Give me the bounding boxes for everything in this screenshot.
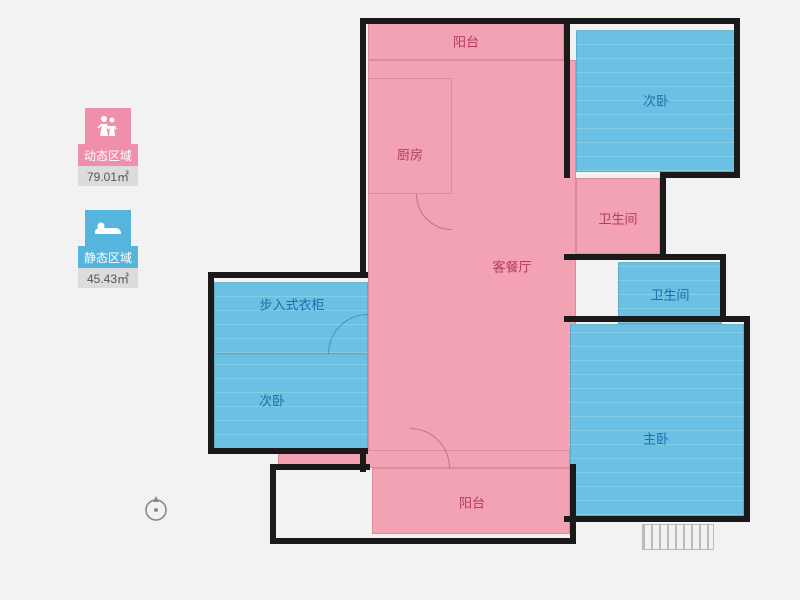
sleep-icon bbox=[85, 210, 131, 246]
wall bbox=[360, 66, 366, 272]
people-icon bbox=[85, 108, 131, 144]
wall bbox=[208, 272, 368, 278]
legend-static-value: 45.43㎡ bbox=[78, 268, 138, 288]
wall bbox=[564, 22, 570, 178]
room-kitchen bbox=[368, 78, 452, 194]
room-master bbox=[570, 324, 744, 516]
wall bbox=[570, 464, 576, 544]
legend-static-label: 静态区域 bbox=[78, 246, 138, 268]
wall bbox=[564, 516, 750, 522]
wall bbox=[270, 538, 576, 544]
legend-static: 静态区域 45.43㎡ bbox=[78, 210, 138, 288]
legend-dynamic: 动态区域 79.01㎡ bbox=[78, 108, 138, 186]
compass-icon bbox=[142, 494, 170, 522]
wall bbox=[660, 172, 740, 178]
wall bbox=[270, 464, 276, 544]
railing bbox=[642, 524, 714, 550]
wall bbox=[208, 272, 214, 454]
wall bbox=[564, 254, 726, 260]
room-bath2 bbox=[618, 262, 722, 324]
floorplan: 阳台次卧厨房客餐厅卫生间步入式衣柜卫生间次卧主卧阳台 bbox=[200, 8, 760, 588]
legend-dynamic-value: 79.01㎡ bbox=[78, 166, 138, 186]
room-bedroom2-top bbox=[576, 30, 736, 172]
wall bbox=[270, 464, 370, 470]
legend-dynamic-label: 动态区域 bbox=[78, 144, 138, 166]
wall bbox=[360, 18, 366, 70]
wall bbox=[360, 18, 740, 24]
wall bbox=[734, 18, 740, 176]
wall bbox=[660, 172, 666, 258]
room-balcony-bot bbox=[372, 468, 570, 534]
wall bbox=[744, 316, 750, 522]
wall bbox=[208, 448, 368, 454]
legend: 动态区域 79.01㎡ 静态区域 45.43㎡ bbox=[78, 108, 138, 312]
room-balcony-top bbox=[368, 22, 564, 60]
wall bbox=[720, 254, 726, 320]
room-bath1 bbox=[576, 178, 660, 254]
room-bedroom2-left bbox=[214, 354, 368, 450]
